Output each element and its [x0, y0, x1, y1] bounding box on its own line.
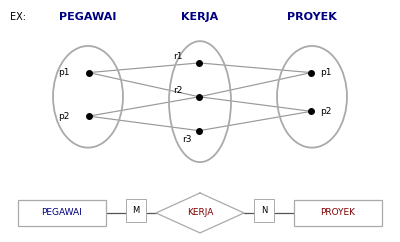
- Text: r1: r1: [173, 52, 182, 61]
- Text: r2: r2: [173, 86, 182, 95]
- Text: p2: p2: [320, 107, 331, 116]
- Bar: [18, 200, 106, 226]
- Text: r3: r3: [182, 135, 192, 144]
- Text: KERJA: KERJA: [181, 12, 219, 22]
- Text: PEGAWAI: PEGAWAI: [42, 208, 82, 218]
- Text: N: N: [261, 206, 267, 215]
- Text: M: M: [132, 206, 140, 215]
- Text: PEGAWAI: PEGAWAI: [59, 12, 117, 22]
- Bar: [294, 200, 382, 226]
- Text: EX:: EX:: [10, 12, 26, 22]
- Text: p2: p2: [58, 112, 70, 121]
- Text: p1: p1: [320, 68, 332, 77]
- Text: PROYEK: PROYEK: [320, 208, 356, 218]
- Text: p1: p1: [58, 68, 70, 77]
- Text: PROYEK: PROYEK: [287, 12, 337, 22]
- Text: KERJA: KERJA: [187, 208, 213, 218]
